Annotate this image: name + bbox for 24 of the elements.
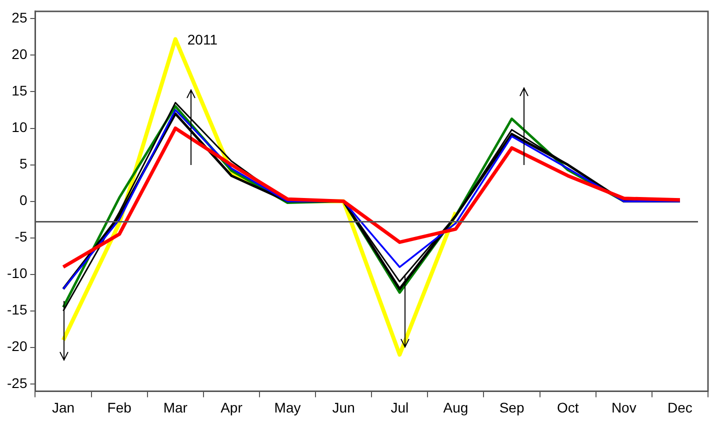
x-tick-label: Jan (52, 399, 75, 416)
y-tick-label: 5 (19, 156, 28, 172)
y-tick-label: 25 (12, 10, 28, 26)
x-tick-label: Jul (390, 399, 409, 416)
x-tick-label: Jun (332, 399, 355, 416)
y-tick-label: 20 (12, 46, 28, 62)
x-tick-label: Nov (611, 399, 636, 416)
x-tick-label: Mar (163, 399, 188, 416)
x-tick-label: Feb (107, 399, 132, 416)
x-tick-label: May (274, 399, 301, 416)
y-tick-label: 0 (19, 192, 28, 208)
y-tick-label: -15 (7, 302, 28, 318)
x-tick-label: Dec (668, 399, 692, 416)
y-tick-label: 10 (12, 119, 28, 136)
annotation: 2011 (187, 31, 218, 48)
y-tick-label: 15 (12, 82, 28, 99)
y-tick-label: -25 (7, 374, 28, 391)
y-tick-label: -20 (7, 338, 28, 354)
x-tick-label: Aug (443, 399, 468, 416)
x-tick-label: Apr (220, 399, 243, 416)
y-tick-label: -10 (7, 265, 28, 282)
y-tick-label: -5 (14, 228, 28, 245)
x-tick-label: Sep (499, 399, 524, 416)
x-tick-label: Oct (556, 399, 579, 416)
